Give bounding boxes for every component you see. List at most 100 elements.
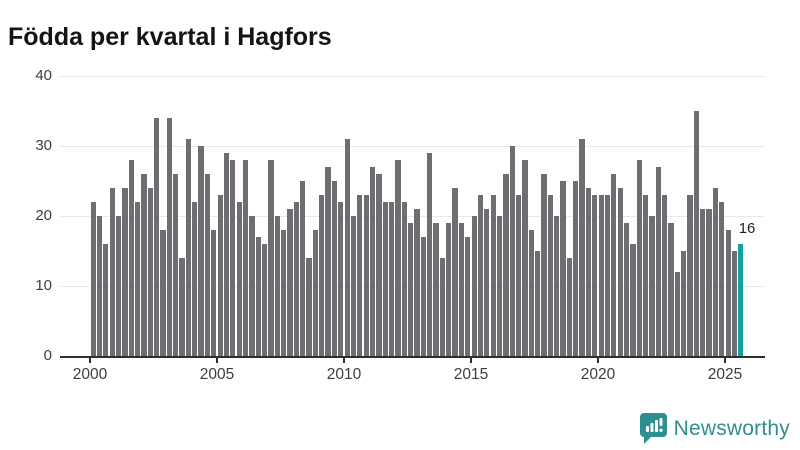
bar bbox=[344, 139, 350, 356]
bar bbox=[211, 230, 217, 356]
bar bbox=[236, 202, 242, 356]
bar bbox=[490, 195, 496, 356]
bar bbox=[242, 160, 249, 356]
bar bbox=[357, 195, 363, 356]
bar bbox=[420, 237, 426, 356]
bar bbox=[560, 181, 566, 356]
bar bbox=[293, 202, 299, 356]
highlighted-bar bbox=[738, 244, 744, 356]
bar bbox=[287, 209, 293, 356]
x-axis-tick bbox=[343, 358, 345, 363]
bar bbox=[573, 181, 579, 356]
bar bbox=[103, 244, 109, 356]
bar bbox=[274, 216, 280, 356]
x-axis-tick-label: 2020 bbox=[580, 366, 616, 383]
bar bbox=[281, 230, 287, 356]
brand-name: Newsworthy bbox=[673, 416, 790, 440]
bar bbox=[179, 258, 185, 356]
bar bbox=[566, 258, 573, 356]
bar bbox=[439, 258, 446, 356]
bar bbox=[541, 174, 547, 356]
bar bbox=[592, 195, 598, 356]
bar bbox=[700, 209, 706, 356]
bar bbox=[719, 202, 725, 356]
bar bbox=[554, 216, 560, 356]
bar bbox=[649, 216, 655, 356]
bar-chart-bubble-icon bbox=[639, 413, 667, 444]
bar bbox=[141, 174, 147, 356]
bar bbox=[408, 223, 414, 356]
bar bbox=[636, 160, 642, 356]
bar bbox=[217, 195, 223, 356]
bar bbox=[693, 111, 700, 356]
bar bbox=[458, 223, 465, 356]
bar bbox=[363, 195, 369, 356]
bar bbox=[185, 139, 192, 356]
bar bbox=[496, 216, 503, 356]
bar bbox=[128, 160, 134, 356]
bar bbox=[477, 195, 484, 356]
bar bbox=[611, 174, 617, 356]
bar bbox=[731, 251, 738, 356]
bar bbox=[223, 153, 230, 356]
bar bbox=[617, 188, 623, 356]
bar bbox=[395, 160, 401, 356]
bar bbox=[166, 118, 172, 356]
gridline bbox=[60, 76, 765, 77]
y-axis-tick-label: 30 bbox=[35, 137, 52, 154]
newsworthy-logo[interactable]: Newsworthy bbox=[639, 413, 790, 444]
bar bbox=[414, 209, 420, 356]
bar bbox=[706, 209, 712, 356]
bar bbox=[109, 188, 115, 356]
bar bbox=[261, 244, 268, 356]
x-axis-tick-label: 2015 bbox=[453, 366, 489, 383]
bar bbox=[338, 202, 344, 356]
bar bbox=[579, 139, 585, 356]
bar bbox=[662, 195, 668, 356]
bar bbox=[687, 195, 693, 356]
bar bbox=[547, 195, 553, 356]
bar bbox=[712, 188, 719, 356]
bar bbox=[598, 195, 604, 356]
bar bbox=[204, 174, 211, 356]
bar bbox=[369, 167, 376, 356]
y-axis-tick-label: 0 bbox=[43, 347, 52, 364]
bar bbox=[642, 195, 649, 356]
bar bbox=[325, 167, 331, 356]
bar bbox=[401, 202, 407, 356]
bar bbox=[509, 146, 515, 356]
bar bbox=[90, 202, 96, 356]
bar bbox=[350, 216, 357, 356]
bar bbox=[433, 223, 439, 356]
bar bbox=[319, 195, 325, 356]
bar bbox=[192, 202, 198, 356]
bar bbox=[331, 181, 338, 356]
bar bbox=[376, 174, 382, 356]
bar bbox=[623, 223, 630, 356]
bar bbox=[681, 251, 687, 356]
x-axis-tick bbox=[89, 358, 91, 363]
x-axis-tick-label: 2010 bbox=[326, 366, 362, 383]
highlight-value-label: 16 bbox=[738, 220, 756, 237]
y-axis-tick-label: 20 bbox=[35, 207, 52, 224]
bar bbox=[528, 230, 534, 356]
bar bbox=[312, 230, 319, 356]
bar bbox=[655, 167, 661, 356]
y-axis-tick-label: 10 bbox=[35, 277, 52, 294]
bar bbox=[668, 223, 674, 356]
bar bbox=[585, 188, 592, 356]
x-axis-tick bbox=[216, 358, 218, 363]
bar bbox=[96, 216, 103, 356]
x-axis-tick bbox=[724, 358, 726, 363]
y-axis-tick-label: 40 bbox=[35, 67, 52, 84]
bar bbox=[465, 237, 471, 356]
bar bbox=[160, 230, 166, 356]
x-axis-tick bbox=[597, 358, 599, 363]
bar bbox=[674, 272, 680, 356]
bar bbox=[503, 174, 509, 356]
gridline bbox=[60, 146, 765, 147]
bar bbox=[306, 258, 312, 356]
bar bbox=[471, 216, 477, 356]
bar bbox=[147, 188, 153, 356]
